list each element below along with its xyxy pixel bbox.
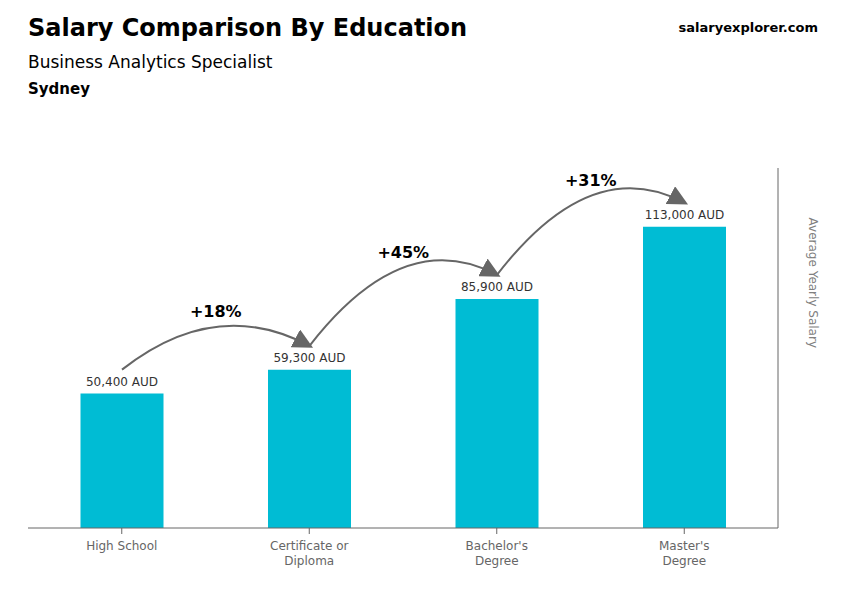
svg-text:Certificate orDiploma: Certificate orDiploma — [270, 539, 348, 568]
svg-text:59,300 AUD: 59,300 AUD — [273, 351, 345, 365]
html-text:Sydney: Sydney — [28, 80, 90, 98]
svg-text:Average Yearly Salary: Average Yearly Salary — [806, 218, 820, 348]
svg-text:+18%: +18% — [190, 302, 242, 321]
svg-text:+31%: +31% — [565, 171, 617, 190]
html-text:Salary Comparison By Education: Salary Comparison By Education — [28, 14, 468, 42]
svg-text:85,900 AUD: 85,900 AUD — [461, 280, 533, 294]
html-text:salaryexplorer.com: salaryexplorer.com — [678, 20, 818, 35]
svg-text:Bachelor'sDegree: Bachelor'sDegree — [466, 539, 528, 568]
svg-text:High School: High School — [86, 539, 157, 553]
svg-text:50,400 AUD: 50,400 AUD — [86, 375, 158, 389]
html-text:Business Analytics Specialist: Business Analytics Specialist — [28, 52, 273, 72]
svg-text:+45%: +45% — [377, 243, 429, 262]
svg-text:113,000 AUD: 113,000 AUD — [645, 208, 725, 222]
svg-text:Master'sDegree: Master'sDegree — [659, 539, 710, 568]
